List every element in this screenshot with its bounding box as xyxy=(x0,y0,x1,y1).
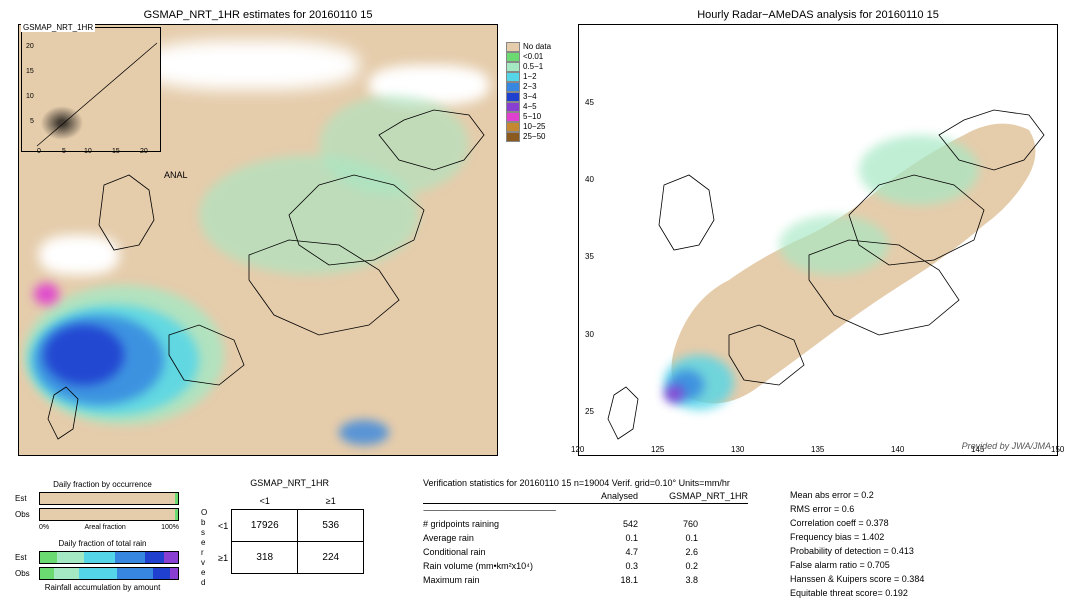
taiwan-coast xyxy=(48,387,78,439)
verif-title: Verification statistics for 20160110 15 … xyxy=(423,478,748,488)
x-tick-label: 140 xyxy=(891,445,904,454)
right-map-title: Hourly Radar−AMeDAS analysis for 2016011… xyxy=(579,9,1057,21)
legend-item: 1−2 xyxy=(506,72,551,82)
matrix-colhead: ≥1 xyxy=(298,493,364,510)
axis-label: 100% xyxy=(161,524,179,531)
verif-data-row: Conditional rain4.72.6 xyxy=(423,545,748,559)
axis-label: 0% xyxy=(39,524,49,531)
legend-item: 10−25 xyxy=(506,122,551,132)
stat-line: RMS error = 0.6 xyxy=(790,502,924,516)
occ-axis: 0% Areal fraction 100% xyxy=(39,524,179,531)
matrix-colhead: <1 xyxy=(232,493,298,510)
verif-data-row: # gridpoints raining542760 xyxy=(423,517,748,531)
right-map-content: 120125130135140145150 2530354045 Provide… xyxy=(579,25,1057,455)
occurrence-bars: Daily fraction by occurrence Est Obs 0% A… xyxy=(15,480,190,595)
matrix-title: GSMAP_NRT_1HR xyxy=(215,478,364,488)
legend-item: 25−50 xyxy=(506,132,551,142)
verif-data-row: Average rain0.10.1 xyxy=(423,531,748,545)
svg-text:10: 10 xyxy=(26,93,34,100)
svg-text:5: 5 xyxy=(62,148,66,153)
inset-scatter-panel: 20 15 10 5 0 5 10 15 20 xyxy=(21,27,161,152)
rain-bars-footer: Rainfall accumulation by amount xyxy=(15,583,190,592)
svg-text:20: 20 xyxy=(140,148,148,153)
svg-text:15: 15 xyxy=(112,148,120,153)
korea-coast xyxy=(659,175,714,250)
verif-sep: −−−−−−−−−−−−−−−−−−−−−−−−−−−−−−−−−−−− xyxy=(423,506,748,515)
coastline-svg-right xyxy=(579,25,1059,457)
stat-line: False alarm ratio = 0.705 xyxy=(790,558,924,572)
stat-line: Probability of detection = 0.413 xyxy=(790,544,924,558)
legend-item: 0.5−1 xyxy=(506,62,551,72)
legend-item: 3−4 xyxy=(506,92,551,102)
stat-line: Hanssen & Kuipers score = 0.384 xyxy=(790,572,924,586)
korea-coast xyxy=(99,175,154,250)
legend-item: 5−10 xyxy=(506,112,551,122)
bar-row: Est xyxy=(15,551,190,564)
matrix-table: <1≥1 <117926536 ≥1318224 xyxy=(215,493,364,574)
verification-stats: Verification statistics for 20160110 15 … xyxy=(423,478,748,587)
color-legend: No data<0.010.5−11−22−33−44−55−1010−2525… xyxy=(506,42,551,142)
verif-data-row: Rain volume (mm•km²x10⁴)0.30.2 xyxy=(423,559,748,573)
stat-line: Correlation coeff = 0.378 xyxy=(790,516,924,530)
bar-row: Est xyxy=(15,492,190,505)
legend-item: No data xyxy=(506,42,551,52)
matrix-rowhead: <1 xyxy=(215,510,232,542)
matrix-cell: 17926 xyxy=(232,510,298,542)
matrix-cell: 318 xyxy=(232,542,298,574)
score-stats: Mean abs error = 0.2RMS error = 0.6Corre… xyxy=(790,488,924,600)
right-map-panel: Hourly Radar−AMeDAS analysis for 2016011… xyxy=(578,24,1058,456)
stat-line: Equitable threat score= 0.192 xyxy=(790,586,924,600)
contingency-matrix: GSMAP_NRT_1HR Observed <1≥1 <117926536 ≥… xyxy=(215,478,364,574)
matrix-cell: 224 xyxy=(298,542,364,574)
left-map-content: 20 15 10 5 0 5 10 15 20 GSMAP_NRT_1HR AN… xyxy=(19,25,497,455)
x-tick-label: 125 xyxy=(651,445,664,454)
taiwan-coast xyxy=(608,387,638,439)
left-map-panel: GSMAP_NRT_1HR estimates for 20160110 15 … xyxy=(18,24,498,456)
verif-header-row: Analysed GSMAP_NRT_1HR xyxy=(423,491,748,504)
svg-text:15: 15 xyxy=(26,68,34,75)
x-tick-label: 150 xyxy=(1051,445,1064,454)
inset-axes: 20 15 10 5 0 5 10 15 20 xyxy=(22,28,162,153)
stat-line: Frequency bias = 1.402 xyxy=(790,530,924,544)
bar-row: Obs xyxy=(15,508,190,521)
matrix-rowhead: ≥1 xyxy=(215,542,232,574)
japan-coast xyxy=(729,110,1044,385)
svg-text:5: 5 xyxy=(30,118,34,125)
verif-header: Analysed xyxy=(578,491,638,501)
y-tick-label: 45 xyxy=(585,98,594,107)
y-tick-label: 35 xyxy=(585,252,594,261)
axis-label: Areal fraction xyxy=(84,524,125,531)
occ-bars-title: Daily fraction by occurrence xyxy=(15,480,190,489)
inset-title: GSMAP_NRT_1HR xyxy=(21,23,95,32)
bar-row: Obs xyxy=(15,567,190,580)
legend-item: <0.01 xyxy=(506,52,551,62)
inset-anal-label: ANAL xyxy=(164,170,188,180)
rain-bars-title: Daily fraction of total rain xyxy=(15,539,190,548)
matrix-side-label: Observed xyxy=(201,508,207,588)
credit-text: Provided by JWA/JMA xyxy=(962,441,1051,451)
legend-item: 2−3 xyxy=(506,82,551,92)
verif-header: GSMAP_NRT_1HR xyxy=(638,491,748,501)
y-tick-label: 40 xyxy=(585,175,594,184)
x-tick-label: 135 xyxy=(811,445,824,454)
x-tick-label: 120 xyxy=(571,445,584,454)
legend-item: 4−5 xyxy=(506,102,551,112)
matrix-cell: 536 xyxy=(298,510,364,542)
svg-text:20: 20 xyxy=(26,43,34,50)
y-tick-label: 30 xyxy=(585,330,594,339)
verif-data-row: Maximum rain18.13.8 xyxy=(423,573,748,587)
svg-text:10: 10 xyxy=(84,148,92,153)
svg-text:0: 0 xyxy=(37,148,41,153)
stat-line: Mean abs error = 0.2 xyxy=(790,488,924,502)
left-map-title: GSMAP_NRT_1HR estimates for 20160110 15 xyxy=(19,9,497,21)
y-tick-label: 25 xyxy=(585,407,594,416)
x-tick-label: 130 xyxy=(731,445,744,454)
japan-coast xyxy=(169,110,484,385)
